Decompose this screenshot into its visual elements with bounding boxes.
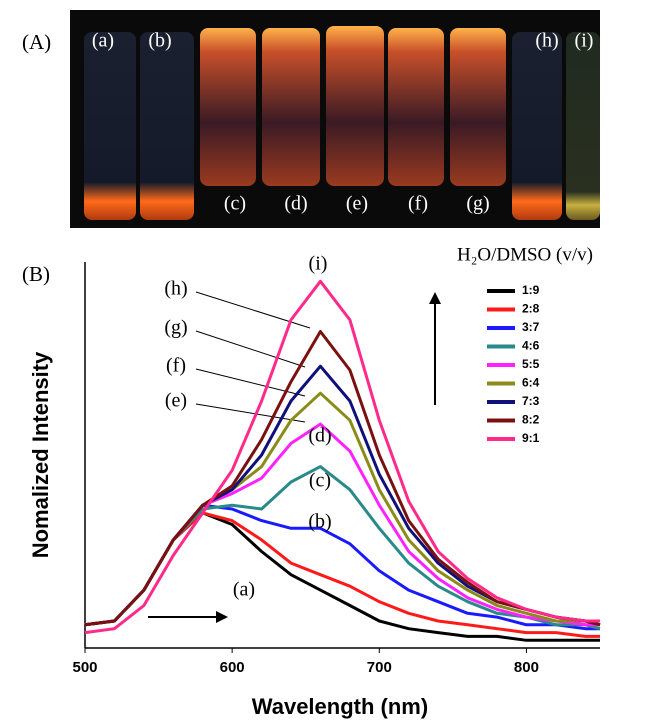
x-tick-label: 600: [220, 659, 245, 676]
x-tick-label: 700: [367, 659, 392, 676]
photo: [70, 10, 600, 228]
leader-line: [195, 330, 306, 368]
legend-label: 9:1: [522, 431, 540, 445]
leader-line: [195, 403, 306, 423]
vial: [512, 32, 562, 220]
vial: [200, 28, 256, 186]
series-line: [84, 422, 600, 627]
legend-label: 2:8: [522, 302, 540, 316]
curve-label: (i): [309, 253, 328, 275]
vial: [262, 28, 320, 186]
curve-label: (a): [233, 579, 255, 601]
vial: [326, 26, 384, 186]
curve-label: (g): [164, 317, 187, 339]
vial-label: (e): [346, 193, 368, 215]
vial: [84, 32, 136, 220]
leader-line: [195, 368, 306, 397]
legend-label: 3:7: [522, 320, 540, 334]
vial-label: (d): [284, 193, 307, 215]
vial-labels: (a) (b) (c) (d) (e) (f) (g) (h) (i): [92, 30, 594, 215]
vial-label: (a): [92, 30, 114, 52]
series-line: [84, 465, 601, 631]
x-tick-label: 500: [72, 659, 97, 676]
vial: [450, 28, 506, 186]
vial: [566, 32, 600, 220]
arrow-head: [216, 611, 228, 623]
curve-label: (b): [308, 511, 331, 533]
legend-label: 7:3: [522, 394, 540, 408]
x-axis-label: Wavelength (nm): [252, 694, 428, 719]
vial-label: (h): [535, 30, 558, 52]
leader-line: [195, 291, 311, 329]
legend-label: 6:4: [522, 376, 540, 390]
legend-title: H₂O/DMSO (v/v): [457, 244, 593, 265]
leader-lines: [195, 291, 311, 423]
curve-label: (c): [309, 470, 331, 492]
curve-label: (e): [165, 390, 187, 412]
arrow-head: [429, 292, 441, 304]
legend-label: 1:9: [522, 283, 540, 297]
vial: [140, 32, 194, 220]
vial-label: (g): [466, 193, 489, 215]
curve-label: (h): [164, 278, 187, 300]
curve-label: (d): [308, 425, 331, 447]
legend-label: 5:5: [522, 357, 540, 371]
vial-label: (f): [408, 193, 428, 215]
legend-label: 8:2: [522, 413, 540, 427]
y-axis-label: Nomalized Intensity: [28, 351, 53, 558]
series-line: [84, 279, 600, 635]
vial-label: (c): [224, 193, 246, 215]
panel-label: (B): [22, 262, 50, 286]
vial: [388, 28, 444, 186]
vial-label: (i): [575, 30, 594, 52]
series-line: [84, 391, 601, 627]
panel-label: (A): [22, 30, 51, 54]
curve-label: (f): [166, 355, 186, 377]
x-tick-label: 800: [514, 659, 539, 676]
legend-label: 4:6: [522, 339, 540, 353]
series-line: [84, 503, 600, 631]
vial-label: (b): [148, 30, 171, 52]
